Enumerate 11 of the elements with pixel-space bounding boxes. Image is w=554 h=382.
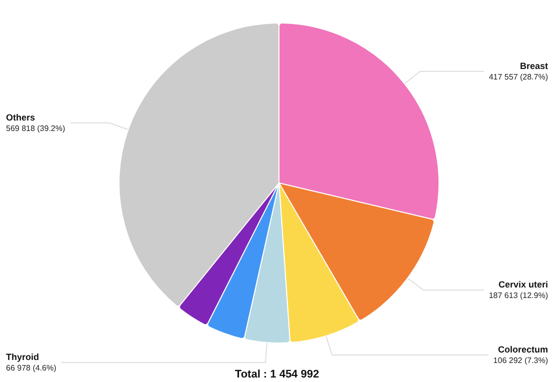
slice-label: Colorectum: [498, 344, 548, 355]
slice-label: Others: [6, 112, 36, 122]
data-label: 106 292 (7.3%): [493, 356, 548, 366]
slice-label: Breast: [520, 60, 548, 71]
data-label: 66 978 (4.6%): [6, 363, 57, 372]
slice-label: Thyroid: [6, 352, 39, 362]
data-label: 569 818 (39.2%): [6, 124, 66, 133]
slice-label: Cervix uteri: [498, 280, 548, 290]
text: Total : 1 454 992: [234, 368, 320, 380]
data-label: 187 613 (12.9%): [488, 291, 548, 300]
data-label: 417 557 (28.7%): [488, 72, 548, 82]
